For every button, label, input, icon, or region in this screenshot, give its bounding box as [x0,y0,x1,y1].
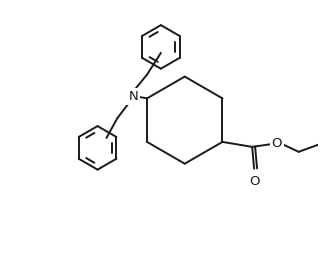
Text: O: O [249,174,260,188]
Text: N: N [128,90,138,103]
Text: O: O [272,137,282,150]
